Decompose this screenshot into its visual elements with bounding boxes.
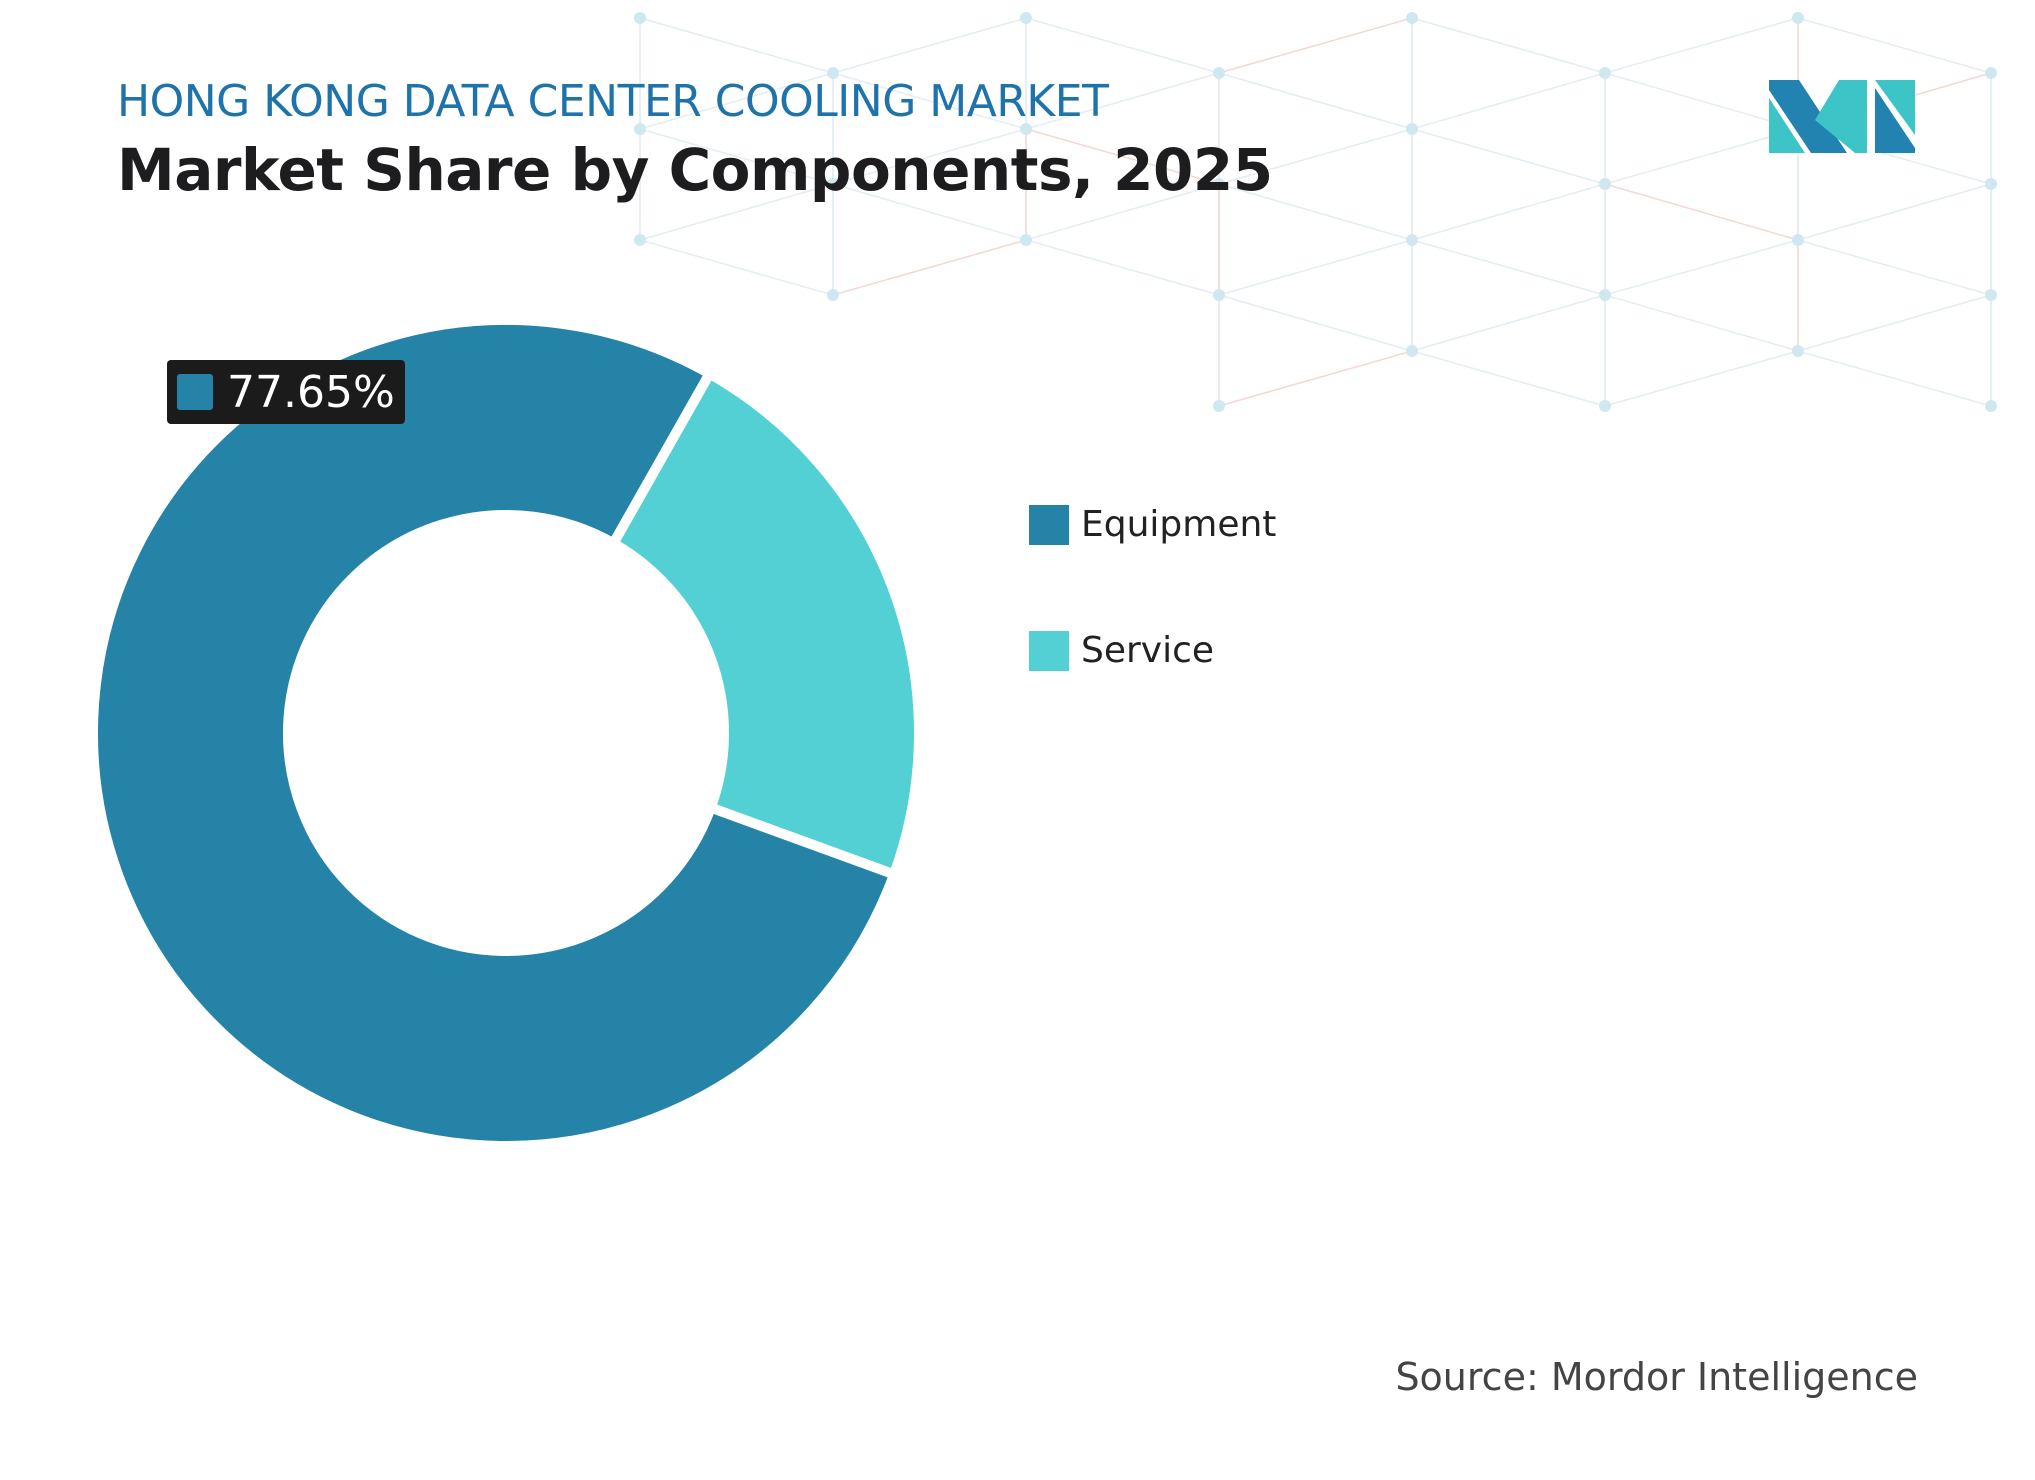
pattern-node xyxy=(1406,12,1418,24)
pattern-node xyxy=(1213,400,1225,412)
pattern-node xyxy=(1020,12,1032,24)
pattern-line xyxy=(1411,17,1606,74)
legend-label: Equipment xyxy=(1081,504,1277,545)
pattern-node xyxy=(1985,178,1997,190)
pattern-node xyxy=(1213,67,1225,79)
pattern-node xyxy=(1792,345,1804,357)
mordor-logo-icon xyxy=(1769,80,1915,153)
source-note: Source: Mordor Intelligence xyxy=(1395,1355,1918,1399)
pattern-node xyxy=(634,234,646,246)
pattern-line xyxy=(1604,183,1799,241)
pattern-line xyxy=(832,239,1027,296)
pattern-line xyxy=(1411,239,1606,296)
pattern-node xyxy=(827,67,839,79)
pattern-line xyxy=(1411,72,1606,130)
pattern-line xyxy=(639,17,834,74)
pattern-line xyxy=(1025,183,1220,241)
pattern-node xyxy=(1599,178,1611,190)
legend-item-equipment[interactable]: Equipment xyxy=(1029,504,1276,545)
pattern-line xyxy=(1797,17,1992,74)
pattern-line xyxy=(1025,17,1220,74)
pattern-line xyxy=(639,72,834,130)
pattern-line xyxy=(1797,183,1992,241)
pattern-line xyxy=(1025,239,1220,296)
pattern-line xyxy=(1604,17,1799,74)
pattern-line xyxy=(1604,350,1799,407)
pattern-line xyxy=(1218,128,1413,185)
pattern-node xyxy=(1406,345,1418,357)
pattern-line xyxy=(1604,128,1799,185)
pattern-line xyxy=(1025,128,1220,185)
pattern-node xyxy=(1985,289,1997,301)
pattern-line xyxy=(1025,72,1220,130)
pattern-line xyxy=(832,183,1027,241)
chart-title: Market Share by Components, 2025 xyxy=(117,136,1273,204)
pattern-node xyxy=(634,12,646,24)
pattern-line xyxy=(1218,294,1413,352)
pattern-node xyxy=(1599,289,1611,301)
pattern-line xyxy=(1797,350,1992,407)
data-label-equipment: 77.65% xyxy=(167,360,405,424)
pattern-node xyxy=(634,123,646,135)
legend-swatch-equipment xyxy=(1029,504,1069,545)
pattern-line xyxy=(1218,350,1413,407)
pattern-line xyxy=(1797,239,1992,296)
pattern-line xyxy=(639,239,834,296)
pattern-node xyxy=(1020,234,1032,246)
pattern-node xyxy=(827,178,839,190)
pattern-line xyxy=(1411,350,1606,407)
pattern-node xyxy=(1213,289,1225,301)
pattern-line xyxy=(1604,72,1799,130)
pattern-line xyxy=(1411,183,1606,241)
pattern-line xyxy=(832,128,1027,185)
pattern-line xyxy=(1604,294,1799,352)
pattern-node xyxy=(827,289,839,301)
donut-slice-service[interactable] xyxy=(606,366,924,881)
pattern-line xyxy=(1218,239,1413,296)
pattern-line xyxy=(639,128,834,185)
pattern-node xyxy=(1985,67,1997,79)
donut-slice-equipment[interactable] xyxy=(88,315,901,1151)
pattern-node xyxy=(1406,123,1418,135)
legend-swatch-service xyxy=(1029,630,1069,671)
pattern-node xyxy=(1792,12,1804,24)
pattern-node xyxy=(1020,123,1032,135)
pattern-line xyxy=(832,17,1027,74)
pattern-line xyxy=(1411,294,1606,352)
pattern-line xyxy=(1604,239,1799,296)
pattern-line xyxy=(1218,183,1413,241)
data-label-swatch xyxy=(177,374,213,410)
chart-supertitle: HONG KONG DATA CENTER COOLING MARKET xyxy=(117,76,1109,127)
pattern-node xyxy=(1985,400,1997,412)
pattern-line xyxy=(1218,17,1413,74)
pattern-node xyxy=(1792,234,1804,246)
pattern-line xyxy=(639,183,834,241)
pattern-node xyxy=(1406,234,1418,246)
pattern-line xyxy=(1411,128,1606,185)
pattern-line xyxy=(1218,72,1413,130)
pattern-line xyxy=(832,72,1027,130)
pattern-node xyxy=(1213,178,1225,190)
pattern-line xyxy=(1797,294,1992,352)
legend-label: Service xyxy=(1081,630,1215,671)
legend-item-service[interactable]: Service xyxy=(1029,630,1214,671)
data-label-text: 77.65% xyxy=(227,366,395,418)
pattern-node xyxy=(1599,67,1611,79)
pattern-node xyxy=(1599,400,1611,412)
